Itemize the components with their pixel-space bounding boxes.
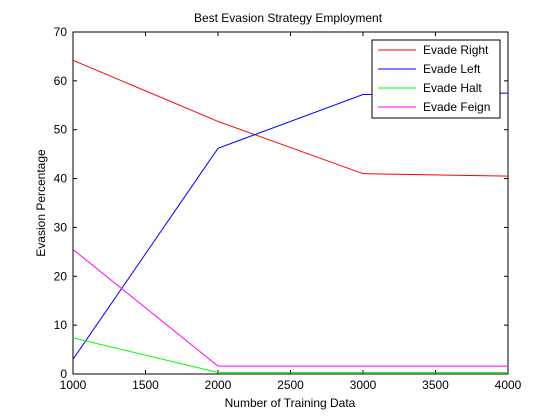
y-tick-label: 30 [54,220,68,234]
y-tick-label: 0 [60,367,67,381]
y-tick-label: 60 [54,74,68,88]
x-tick-label: 3000 [350,378,377,392]
chart-title: Best Evasion Strategy Employment [194,11,383,25]
axis-ticks: 1000 1500 2000 2500 3000 3500 4000 0 10 20 30 40 50 6… [54,25,522,392]
y-axis-label: Evasion Percentage [34,149,48,257]
legend-label: Evade Halt [423,81,482,95]
y-tick-label: 50 [54,123,68,137]
x-tick-label: 3500 [422,378,449,392]
series-line-evade-halt [72,337,508,374]
x-axis-label: Number of Training Data [225,396,356,410]
y-tick-label: 70 [54,25,68,39]
series-line-evade-right [72,59,509,177]
series-line-evade-feign [72,249,508,367]
x-tick-label: 1000 [60,378,87,392]
y-tick-label: 10 [54,318,68,332]
legend-box [371,39,501,119]
x-tick-label: 1500 [132,378,159,392]
y-tick-label: 40 [54,172,68,186]
legend: Evade Right Evade Left Evade Halt Evade Fei… [371,39,501,119]
legend-label: Evade Right [423,43,489,57]
x-tick-label: 2000 [205,378,232,392]
x-tick-label: 4000 [495,378,522,392]
legend-label: Evade Feign [423,100,490,114]
x-tick-label: 2500 [277,378,304,392]
y-tick-label: 20 [54,269,68,283]
legend-label: Evade Left [423,62,481,76]
